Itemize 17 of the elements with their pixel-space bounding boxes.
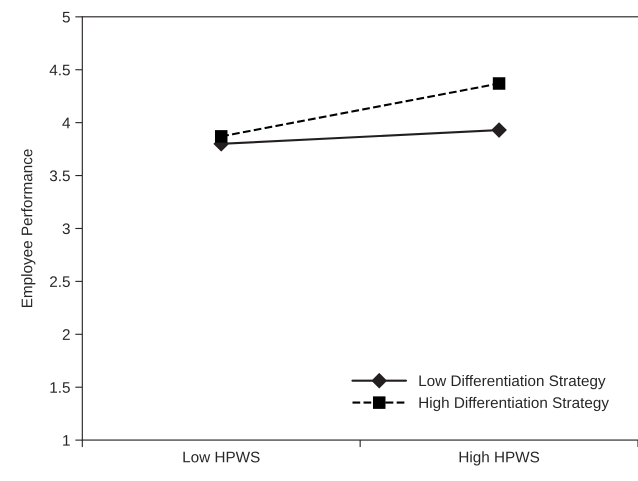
y-tick-label: 4 <box>62 118 70 128</box>
y-tick-label: 3.5 <box>50 170 70 182</box>
legend-label: High Differentiation Strategy <box>419 396 609 412</box>
y-tick-label: 2 <box>62 329 70 340</box>
point <box>492 77 506 90</box>
y-tick-label: 3 <box>62 223 70 234</box>
y-tick-label: 1.5 <box>50 382 70 393</box>
y-axis-title: Employee Performance <box>21 149 36 308</box>
y-tick-label: 4.5 <box>50 64 70 76</box>
point <box>214 130 228 143</box>
y-tick-label: 5 <box>62 12 70 23</box>
point <box>492 122 507 138</box>
legend-label: Low Differentiation Strategy <box>419 374 606 390</box>
y-tick-label: 2.5 <box>50 276 70 288</box>
x-tick-label: Low HPWS <box>183 452 260 462</box>
x-tick-label: High HPWS <box>460 451 540 466</box>
y-tick-label: 1 <box>63 435 70 446</box>
